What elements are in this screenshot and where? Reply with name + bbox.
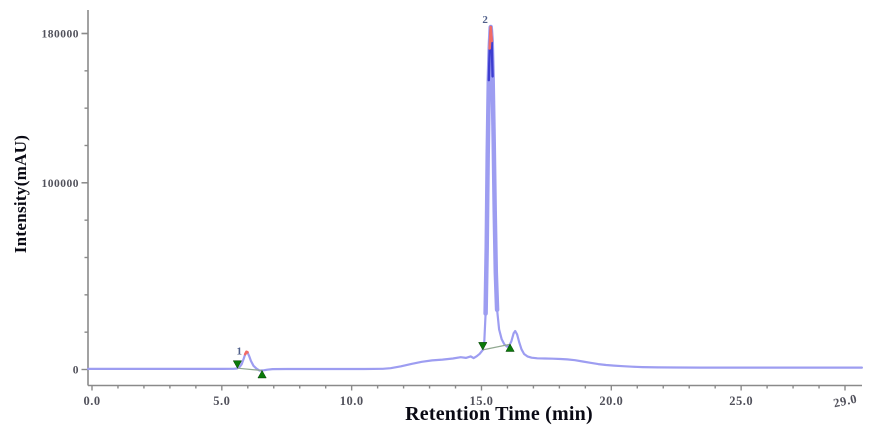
y-tick-label: 0 — [73, 365, 79, 377]
peak-end-marker — [257, 369, 267, 379]
integration-baseline — [482, 343, 511, 351]
integration-baseline — [237, 367, 263, 372]
x-tick-label: 29.0 — [832, 392, 858, 411]
peak-number-label: 1 — [236, 346, 242, 358]
y-tick-label: 180000 — [42, 29, 80, 41]
x-tick-label: 15.0 — [470, 394, 494, 408]
x-tick-label: 0.0 — [83, 394, 100, 408]
x-tick-label: 25.0 — [729, 394, 753, 408]
peak-end-marker — [505, 343, 515, 352]
y-axis-title: Intensity(mAU) — [11, 134, 30, 254]
peak-apex-highlight — [243, 350, 249, 356]
x-tick-label: 20.0 — [599, 394, 623, 408]
peak-apex-highlight — [488, 25, 494, 50]
chromatogram-trace — [86, 25, 864, 372]
x-tick-label: 10.0 — [340, 394, 364, 408]
peak-start-marker — [478, 342, 488, 351]
peak-start-marker — [232, 360, 243, 369]
peak-number-label: 2 — [482, 14, 488, 26]
x-axis-title: Retention Time (min) — [405, 403, 593, 425]
y-tick-label: 100000 — [42, 178, 80, 190]
x-tick-label: 5.0 — [213, 394, 230, 408]
